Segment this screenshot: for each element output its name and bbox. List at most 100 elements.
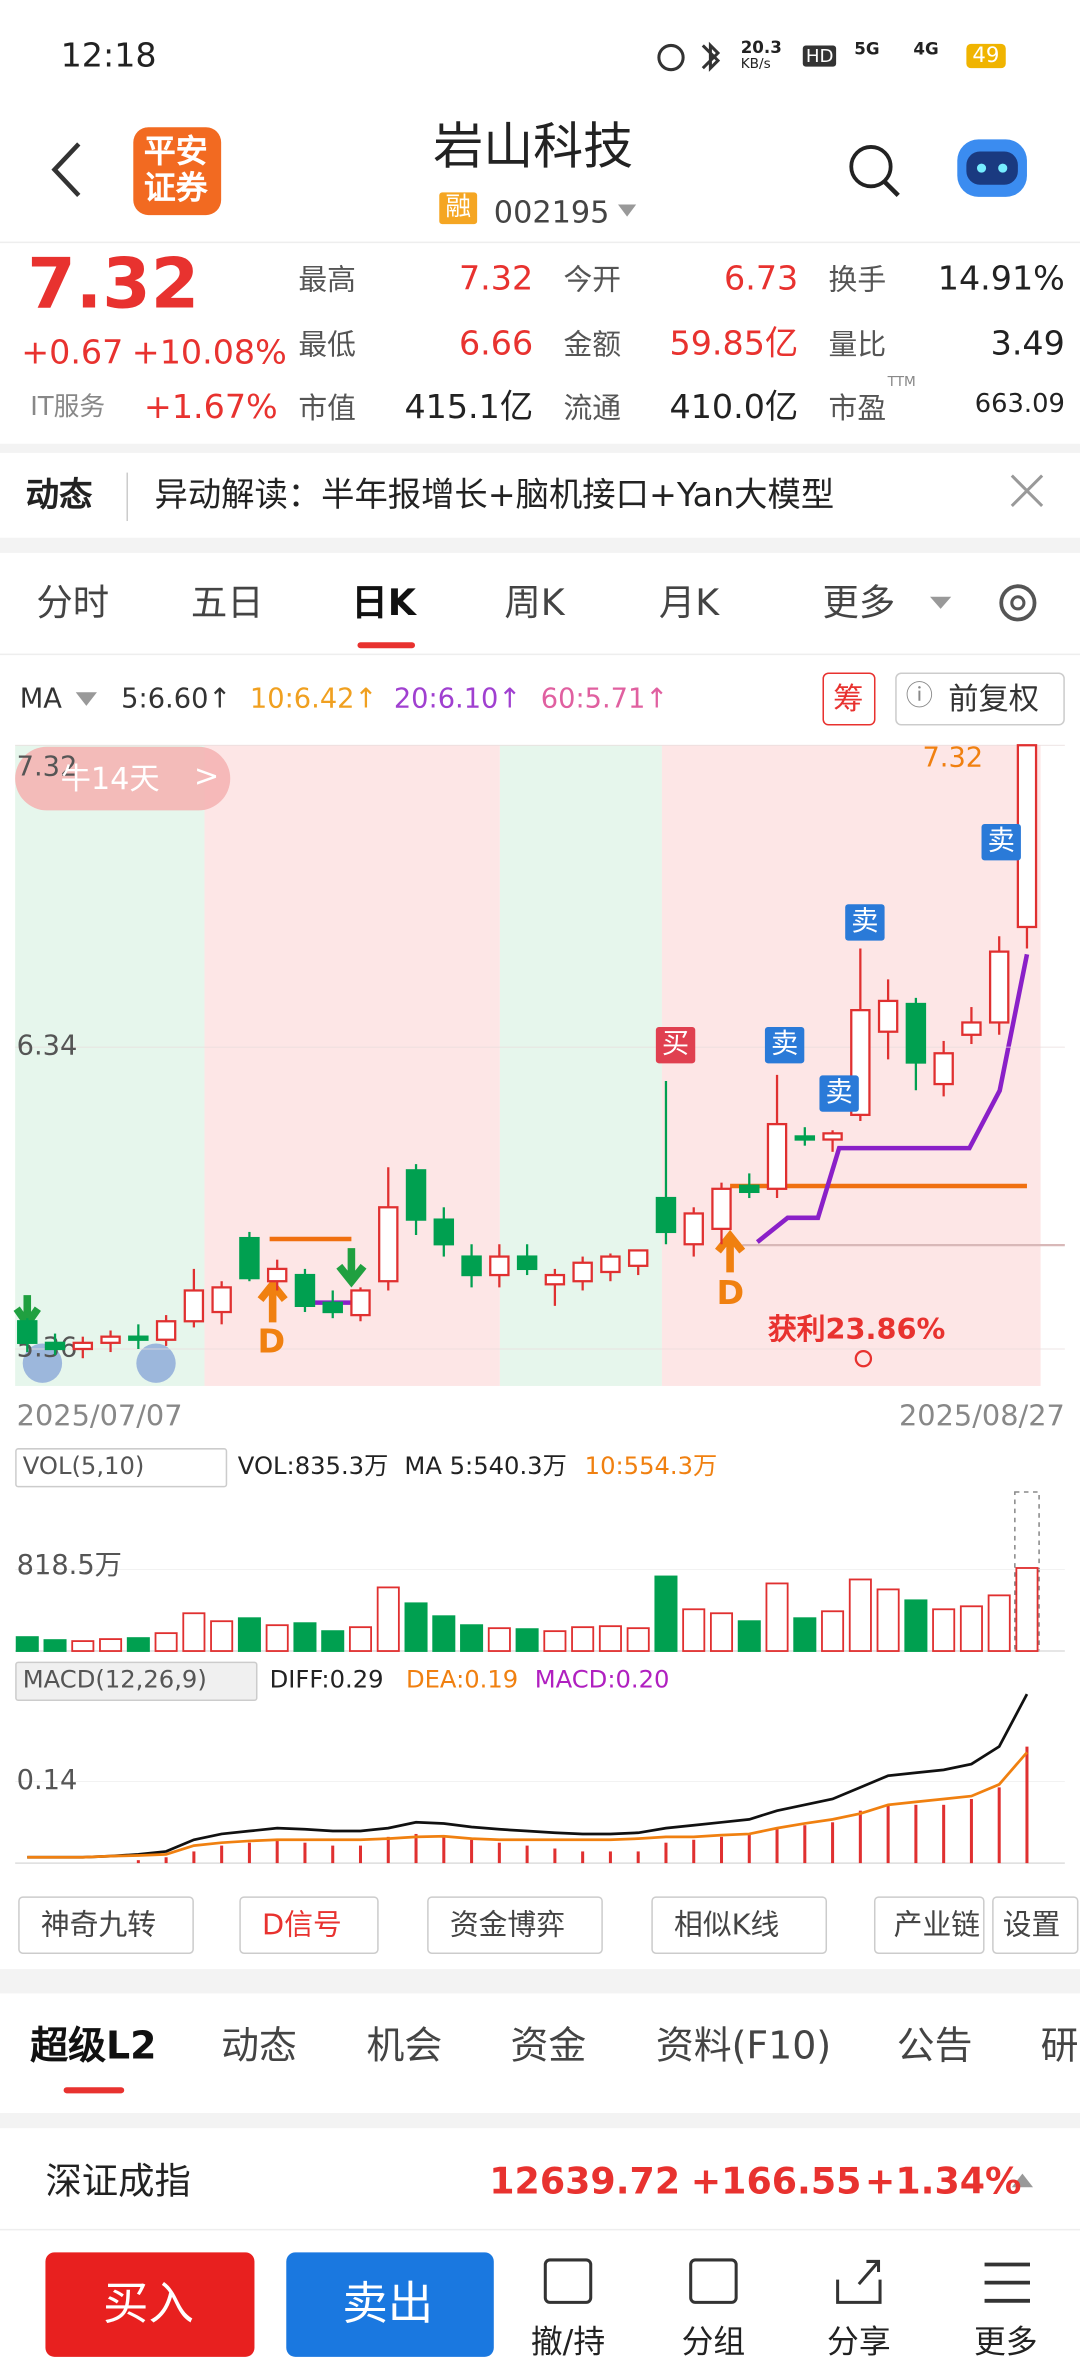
high-label: 7.32: [922, 742, 984, 775]
action-label[interactable]: 撤/持: [530, 2323, 606, 2360]
candle-body: [239, 1236, 260, 1280]
tool-label[interactable]: 设置: [1002, 1908, 1061, 1942]
field-value: 6.73: [724, 260, 799, 299]
candle-body: [655, 1196, 677, 1234]
volume-bar: [904, 1599, 928, 1652]
candle-body: [711, 1187, 732, 1230]
volume-bar: [432, 1615, 456, 1652]
logo-text: 平安: [143, 133, 208, 170]
stock-code: 002195: [493, 193, 610, 231]
price: 7.32: [27, 242, 200, 325]
macd-diff-line: [27, 1693, 1029, 1859]
tab[interactable]: 分时: [36, 581, 110, 625]
index-value: 12639.72: [489, 2159, 681, 2203]
tool-label[interactable]: 神奇九转: [40, 1908, 157, 1942]
adjust-button[interactable]: 前复权: [948, 680, 1040, 717]
candle-body: [627, 1249, 649, 1267]
volume-bar: [709, 1612, 734, 1652]
candle-body: [405, 1169, 427, 1221]
tool-label[interactable]: D信号: [262, 1908, 342, 1942]
stock-name: 岩山科技: [433, 116, 634, 176]
tool-label[interactable]: 资金博弈: [449, 1908, 566, 1942]
y-tick-label: 818.5万: [17, 1550, 122, 1581]
macd-item: DEA:0.19: [405, 1664, 519, 1694]
ma-item: 10:6.42↑: [249, 683, 378, 715]
bottom-tab[interactable]: 资料(F10): [655, 2023, 832, 2068]
index-name: 深证成指: [45, 2159, 191, 2203]
field-value: 14.91%: [937, 260, 1065, 299]
candle-body: [155, 1320, 177, 1341]
candle-body: [17, 1320, 38, 1344]
action-label[interactable]: 更多: [973, 2323, 1038, 2360]
tab[interactable]: 日K: [351, 581, 416, 625]
buy-label[interactable]: 买入: [102, 2278, 194, 2332]
volume-bar: [571, 1626, 595, 1652]
bottom-tab[interactable]: 超级L2: [30, 2023, 157, 2068]
tab[interactable]: 月K: [658, 581, 720, 625]
trend-badge-text[interactable]: 牛14天: [60, 760, 160, 797]
candle-body: [72, 1341, 94, 1351]
tab[interactable]: 更多: [822, 581, 896, 625]
candle-body: [961, 1021, 982, 1036]
candle-body: [988, 950, 1010, 1024]
field-value: 410.0亿: [669, 389, 799, 428]
candle-body: [766, 1122, 788, 1190]
trend-band: [499, 745, 662, 1386]
d-signal: D: [716, 1275, 745, 1314]
tool-button[interactable]: 神奇九转: [18, 1896, 194, 1954]
signal-line: [755, 953, 1030, 1244]
y-tick-label: 6.34: [17, 1031, 78, 1062]
vol-item: VOL:835.3万: [237, 1451, 389, 1480]
tool-button[interactable]: 相似K线: [651, 1896, 828, 1954]
volume-bar: [848, 1578, 872, 1652]
candle-body: [461, 1255, 482, 1277]
volume-bar: [265, 1624, 289, 1652]
volume-bar: [460, 1624, 484, 1652]
tool-button[interactable]: 设置: [992, 1896, 1079, 1954]
field-value: 7.32: [458, 260, 534, 299]
buy-button[interactable]: [45, 2252, 255, 2357]
nav-button[interactable]: [22, 1343, 63, 1383]
bottom-tab[interactable]: 机会: [366, 2023, 443, 2068]
vol-legend[interactable]: VOL(5,10): [22, 1451, 145, 1480]
tool-label[interactable]: 相似K线: [674, 1908, 780, 1942]
candle-body: [266, 1267, 288, 1283]
bottom-tab[interactable]: 研: [1040, 2023, 1079, 2068]
field-value: 663.09: [974, 389, 1065, 420]
action-label[interactable]: 分组: [681, 2323, 746, 2360]
chip-button[interactable]: 筹: [833, 680, 864, 717]
news-text[interactable]: 异动解读：半年报增长+脑机接口+Yan大模型: [154, 477, 835, 515]
candle-body: [294, 1273, 316, 1307]
tab[interactable]: 五日: [190, 581, 264, 625]
hd-icon: HD: [802, 45, 837, 67]
time: 12:18: [60, 37, 157, 76]
field-label: 换手: [828, 263, 887, 297]
macd-legend[interactable]: MACD(12,26,9): [22, 1664, 207, 1694]
volume-bar: [404, 1602, 428, 1652]
bottom-tab[interactable]: 资金: [510, 2023, 587, 2068]
net-speed: 20.3: [740, 37, 782, 58]
trend-badge[interactable]: [15, 746, 231, 811]
tool-button[interactable]: 产业链: [873, 1896, 985, 1954]
field-label: 最低: [298, 328, 356, 363]
tool-button[interactable]: 资金博弈: [427, 1896, 603, 1954]
tool-button[interactable]: D信号: [239, 1896, 379, 1954]
sell-label[interactable]: 卖出: [342, 2278, 434, 2332]
candle-body: [933, 1052, 954, 1086]
net-speed-unit: KB/s: [740, 57, 771, 73]
zoom-button[interactable]: [136, 1343, 176, 1383]
bottom-tab[interactable]: 动态: [221, 2023, 297, 2068]
volume-bar: [1015, 1567, 1039, 1652]
y-tick-label: 0.14: [17, 1765, 78, 1796]
sell-button[interactable]: [286, 2252, 494, 2357]
bottom-tab[interactable]: 公告: [896, 2023, 973, 2068]
volume-bar: [876, 1588, 900, 1652]
net-4g: 4G: [913, 39, 939, 60]
action-label[interactable]: 分享: [827, 2323, 891, 2360]
tab[interactable]: 周K: [504, 581, 565, 625]
change-pct: +10.08%: [131, 334, 287, 373]
info-icon: ⓘ: [905, 680, 934, 712]
net-5g: 5G: [854, 39, 880, 60]
tool-label[interactable]: 产业链: [893, 1908, 981, 1942]
